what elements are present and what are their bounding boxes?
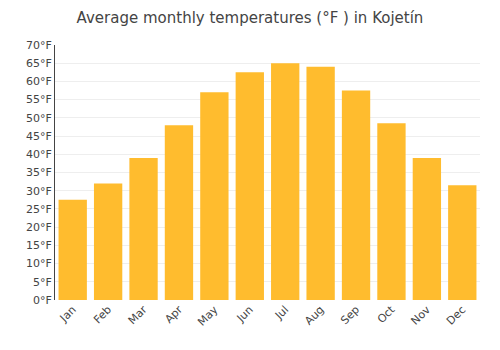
svg-text:Aug: Aug	[302, 303, 326, 327]
svg-text:Jan: Jan	[57, 303, 79, 325]
svg-text:55°F: 55°F	[26, 93, 52, 106]
svg-text:Apr: Apr	[162, 303, 185, 326]
svg-text:Average monthly temperatures (: Average monthly temperatures (°F ) in Ko…	[77, 9, 424, 27]
svg-text:50°F: 50°F	[26, 112, 52, 125]
svg-text:10°F: 10°F	[26, 257, 52, 270]
svg-text:5°F: 5°F	[33, 276, 52, 289]
svg-text:Mar: Mar	[126, 303, 150, 327]
svg-text:Oct: Oct	[375, 303, 398, 326]
svg-text:35°F: 35°F	[26, 166, 52, 179]
svg-text:Feb: Feb	[91, 303, 114, 326]
svg-text:May: May	[195, 303, 221, 329]
svg-text:65°F: 65°F	[26, 57, 52, 70]
svg-text:Jul: Jul	[272, 303, 291, 322]
svg-text:Jun: Jun	[234, 303, 256, 325]
svg-text:70°F: 70°F	[26, 39, 52, 52]
svg-text:Dec: Dec	[444, 303, 468, 327]
svg-text:30°F: 30°F	[26, 185, 52, 198]
svg-text:20°F: 20°F	[26, 221, 52, 234]
svg-text:15°F: 15°F	[26, 239, 52, 252]
svg-text:25°F: 25°F	[26, 203, 52, 216]
svg-text:45°F: 45°F	[26, 130, 52, 143]
svg-text:Nov: Nov	[409, 303, 434, 328]
svg-text:0°F: 0°F	[33, 294, 52, 307]
svg-text:40°F: 40°F	[26, 148, 52, 161]
svg-text:60°F: 60°F	[26, 75, 52, 88]
svg-text:Sep: Sep	[338, 303, 362, 327]
